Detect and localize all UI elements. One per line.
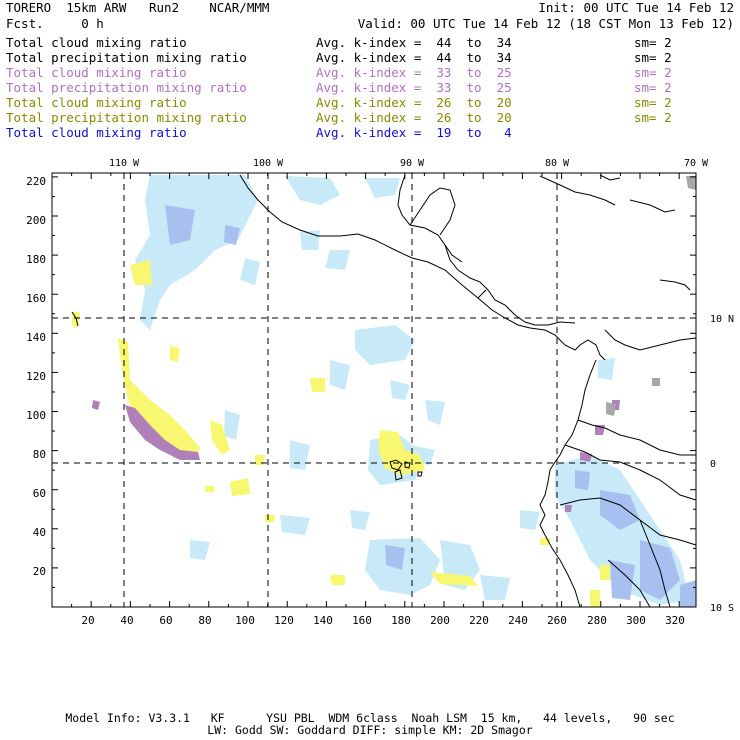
y-tick-label: 80	[33, 448, 46, 461]
y-tick-label: 120	[26, 370, 46, 383]
legend-kindex: Avg. k-index = 26 to 20	[316, 110, 512, 125]
legend-kindex: Avg. k-index = 44 to 34	[316, 35, 512, 50]
legend-row: Total precipitation mixing ratio Avg. k-i…	[6, 80, 736, 95]
x-tick-label: 20	[81, 614, 94, 627]
x-tick-label: 160	[352, 614, 372, 627]
y-tick-label: 40	[33, 526, 46, 539]
legend-kindex: Avg. k-index = 33 to 25	[316, 65, 512, 80]
y-tick-label: 20	[33, 565, 46, 578]
y-tick-label: 160	[26, 292, 46, 305]
footer-model-info: Model Info: V3.3.1 KF YSU PBL WDM 6class…	[65, 711, 675, 725]
legend-sm: sm= 2	[634, 110, 672, 125]
x-tick-label: 200	[430, 614, 450, 627]
x-tick-label: 100	[235, 614, 255, 627]
x-tick-label: 120	[274, 614, 294, 627]
legend-row: Total cloud mixing ratio Avg. k-index = 2…	[6, 95, 736, 110]
longitude-labels: 110 W 100 W 90 W 80 W 70 W	[109, 158, 709, 169]
x-tick-label: 260	[547, 614, 567, 627]
footer-physics-info: LW: Godd SW: Goddard DIFF: simple KM: 2D…	[207, 723, 533, 737]
latitude-labels: 10 N 0 10 S	[710, 314, 734, 614]
legend-field: Total precipitation mixing ratio	[6, 110, 247, 125]
x-tick-label: 320	[665, 614, 685, 627]
coastlines	[71, 174, 697, 608]
legend-kindex: Avg. k-index = 33 to 25	[316, 80, 512, 95]
legend-field: Total cloud mixing ratio	[6, 35, 187, 50]
cloud-shading-layer	[72, 175, 696, 607]
legend-field: Total precipitation mixing ratio	[6, 50, 247, 65]
gray-cloud-areas	[606, 176, 696, 416]
lat-label: 0	[710, 459, 716, 470]
y-tick-label: 60	[33, 487, 46, 500]
legend-field: Total cloud mixing ratio	[6, 65, 187, 80]
x-tick-label: 60	[159, 614, 172, 627]
lat-label: 10 N	[710, 314, 734, 325]
y-tick-label: 200	[26, 214, 46, 227]
lon-label: 110 W	[109, 158, 140, 169]
legend-sm: sm= 2	[634, 50, 672, 65]
header-init-time: Init: 00 UTC Tue 14 Feb 12	[538, 0, 734, 15]
x-tick-label: 40	[120, 614, 133, 627]
y-tick-label: 100	[26, 409, 46, 422]
header-forecast-hour: Fcst. 0 h	[6, 16, 104, 31]
x-tick-label: 80	[198, 614, 211, 627]
lat-lon-grid	[52, 173, 696, 607]
y-axis-labels: 220 200 180 160 140 120 100 80 60 40 20	[26, 175, 46, 578]
y-tick-label: 140	[26, 331, 46, 344]
legend-sm: sm= 2	[634, 80, 672, 95]
x-tick-label: 280	[587, 614, 607, 627]
legend-field: Total cloud mixing ratio	[6, 125, 187, 140]
lon-label: 100 W	[253, 158, 284, 169]
axis-ticks	[52, 173, 696, 608]
lon-label: 70 W	[684, 158, 709, 169]
x-tick-label: 300	[626, 614, 646, 627]
legend-row: Total precipitation mixing ratio Avg. k-i…	[6, 110, 736, 125]
legend-kindex: Avg. k-index = 44 to 34	[316, 50, 512, 65]
x-tick-label: 240	[508, 614, 528, 627]
legend-row: Total cloud mixing ratio Avg. k-index = 3…	[6, 65, 736, 80]
header-model-title: TORERO 15km ARW Run2 NCAR/MMM	[6, 0, 270, 15]
x-tick-label: 180	[391, 614, 411, 627]
legend-row: Total cloud mixing ratio Avg. k-index = 4…	[6, 35, 736, 50]
y-tick-label: 220	[26, 175, 46, 188]
blue-cloud-areas	[165, 205, 696, 607]
legend-kindex: Avg. k-index = 26 to 20	[316, 95, 512, 110]
legend-kindex: Avg. k-index = 19 to 4	[316, 125, 512, 140]
x-tick-label: 220	[469, 614, 489, 627]
lat-label: 10 S	[710, 603, 734, 614]
legend-sm: sm= 2	[634, 65, 672, 80]
x-axis-labels: 20 40 60 80 100 120 140 160 180 200 220 …	[81, 614, 685, 627]
legend-field: Total cloud mixing ratio	[6, 95, 187, 110]
legend-row: Total cloud mixing ratio Avg. k-index = 1…	[6, 125, 736, 140]
legend-sm: sm= 2	[634, 35, 672, 50]
x-tick-label: 140	[313, 614, 333, 627]
y-tick-label: 180	[26, 253, 46, 266]
legend-field: Total precipitation mixing ratio	[6, 80, 247, 95]
map-frame	[51, 172, 697, 608]
lon-label: 80 W	[545, 158, 570, 169]
legend-sm: sm= 2	[634, 95, 672, 110]
lon-label: 90 W	[400, 158, 425, 169]
header-valid-time: Valid: 00 UTC Tue 14 Feb 12 (18 CST Mon …	[357, 16, 734, 31]
legend-row: Total precipitation mixing ratio Avg. k-i…	[6, 50, 736, 65]
